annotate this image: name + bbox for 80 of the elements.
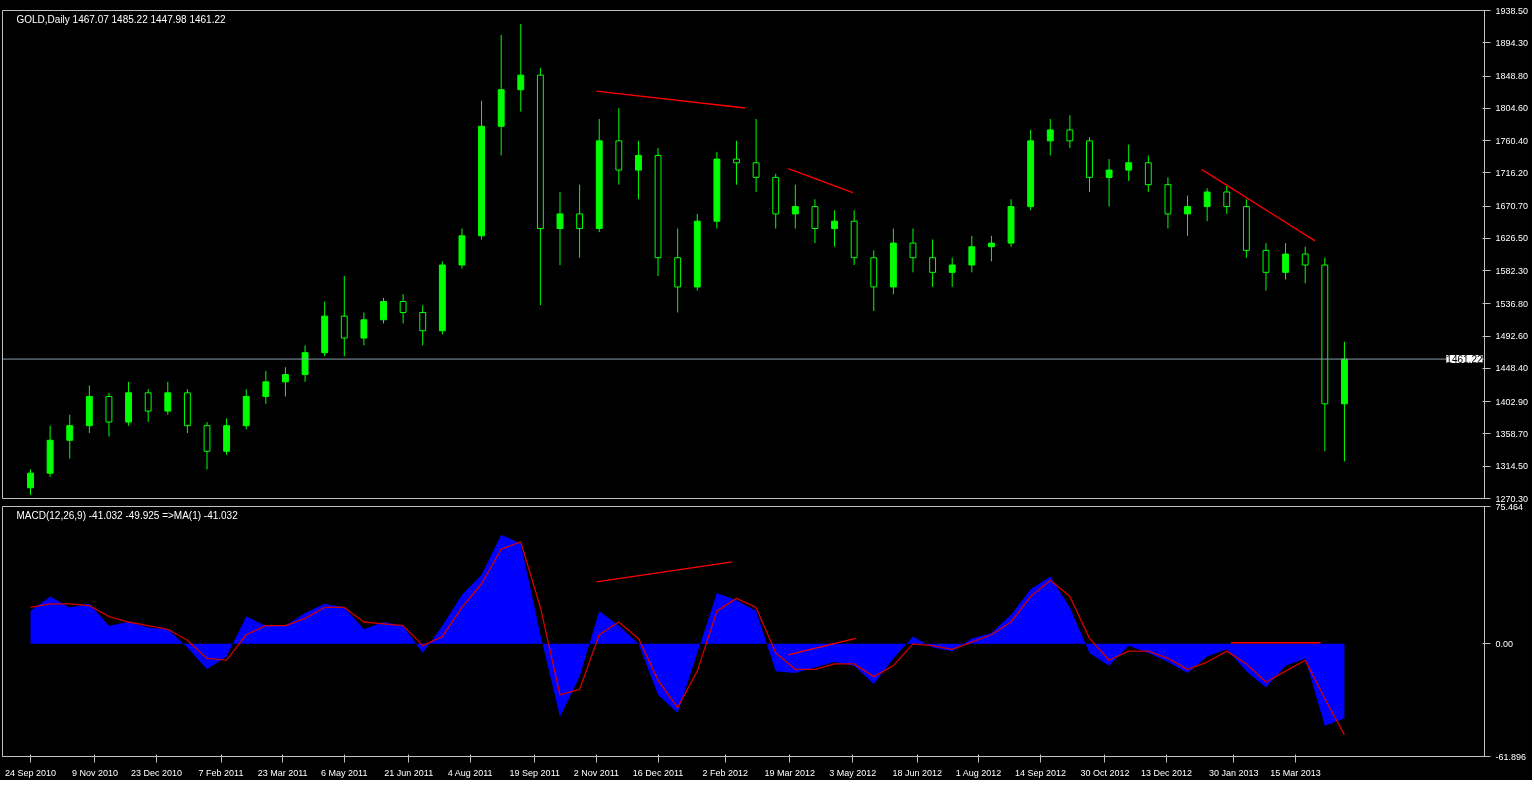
y-tick-label: 75.464	[1495, 501, 1524, 512]
x-tick-label: 30 Oct 2012	[1080, 767, 1130, 778]
x-tick-label: 15 Mar 2013	[1270, 767, 1321, 778]
x-tick-label: 9 Nov 2010	[71, 767, 118, 778]
y-tick-label: 1582.30	[1495, 265, 1529, 276]
y-tick-label: 1314.50	[1495, 461, 1529, 472]
candlestick	[144, 388, 152, 423]
chart-title: GOLD,Daily 1467.07 1485.22 1447.98 1461.22	[16, 13, 226, 25]
x-tick-label: 16 Dec 2011	[632, 767, 684, 778]
candlestick	[791, 184, 799, 229]
candlestick	[282, 366, 289, 397]
candlestick	[1046, 118, 1054, 156]
candlestick	[399, 293, 407, 324]
y-tick-label: 0.00	[1495, 638, 1514, 649]
x-tick-label: 24 Sep 2010	[4, 767, 57, 778]
x-tick-label: 14 Sep 2012	[1014, 767, 1066, 778]
candlestick	[1203, 187, 1211, 222]
candlestick	[733, 140, 740, 186]
y-tick-label: 1358.70	[1495, 428, 1529, 439]
y-tick-label: 1938.50	[1495, 5, 1529, 16]
candlestick	[419, 304, 427, 346]
ref-line-label: 1461.22	[1446, 354, 1483, 366]
candlestick	[556, 191, 564, 266]
candlestick	[987, 235, 995, 262]
y-tick-label: 1448.40	[1495, 363, 1529, 374]
candlestick	[360, 311, 368, 346]
candlestick	[66, 414, 74, 460]
x-tick-label: 21 Jun 2011	[384, 767, 434, 778]
x-tick-label: 19 Mar 2012	[764, 767, 816, 778]
candlestick	[1282, 242, 1290, 281]
x-tick-label: 19 Sep 2011	[509, 767, 560, 778]
y-tick-label: 1626.50	[1495, 233, 1529, 244]
candlestick	[909, 228, 917, 273]
x-tick-label: 2 Nov 2011	[573, 767, 620, 778]
candlestick	[948, 257, 956, 288]
y-tick-label: 1492.60	[1495, 331, 1529, 342]
y-tick-label: 1670.70	[1495, 201, 1529, 212]
candlestick	[164, 381, 172, 416]
x-tick-label: 7 Feb 2011	[198, 767, 244, 778]
x-tick-label: 6 May 2011	[321, 767, 368, 778]
candlestick	[1262, 242, 1270, 292]
y-tick-label: -61.896	[1495, 751, 1527, 762]
y-tick-label: 1760.40	[1495, 135, 1529, 146]
x-tick-label: 1 Aug 2012	[955, 767, 1002, 778]
candlestick	[1125, 144, 1133, 182]
y-tick-label: 1894.30	[1495, 37, 1529, 48]
y-tick-label: 1804.60	[1495, 103, 1529, 114]
x-tick-label: 2 Feb 2012	[702, 767, 749, 778]
y-tick-label: 1848.80	[1495, 71, 1529, 82]
candlestick	[301, 344, 309, 383]
x-tick-label: 23 Mar 2011	[257, 767, 308, 778]
candlestick	[752, 118, 760, 193]
candlestick	[340, 275, 348, 357]
chart-title: MACD(12,26,9) -41.032 -49.925 =>MA(1) -41.032	[16, 509, 239, 521]
candlestick	[517, 23, 525, 113]
y-tick-label: 1536.80	[1495, 298, 1529, 309]
candlestick	[635, 140, 642, 200]
x-tick-label: 30 Jan 2013	[1208, 767, 1259, 778]
candlestick	[1066, 114, 1074, 149]
candlestick	[811, 198, 819, 244]
candlestick	[1105, 158, 1113, 208]
candlestick	[1184, 195, 1191, 237]
candlestick	[576, 184, 584, 259]
y-tick-label: 1716.20	[1495, 167, 1529, 178]
candlestick	[262, 370, 270, 405]
x-tick-label: 13 Dec 2012	[1141, 767, 1193, 778]
candlestick	[831, 209, 838, 248]
x-tick-label: 23 Dec 2010	[131, 767, 183, 778]
y-tick-label: 1402.90	[1495, 396, 1529, 407]
candlestick	[1223, 184, 1231, 215]
x-tick-label: 3 May 2012	[829, 767, 877, 778]
y-tick-label: 1270.30	[1495, 493, 1529, 504]
candlestick	[1301, 246, 1309, 284]
candlestick	[27, 469, 34, 496]
candlestick	[968, 235, 976, 273]
candlestick	[1144, 154, 1152, 193]
x-tick-label: 4 Aug 2011	[447, 767, 493, 778]
x-tick-label: 18 Jun 2012	[892, 767, 942, 778]
candlestick	[929, 238, 937, 288]
candlestick	[380, 297, 387, 324]
